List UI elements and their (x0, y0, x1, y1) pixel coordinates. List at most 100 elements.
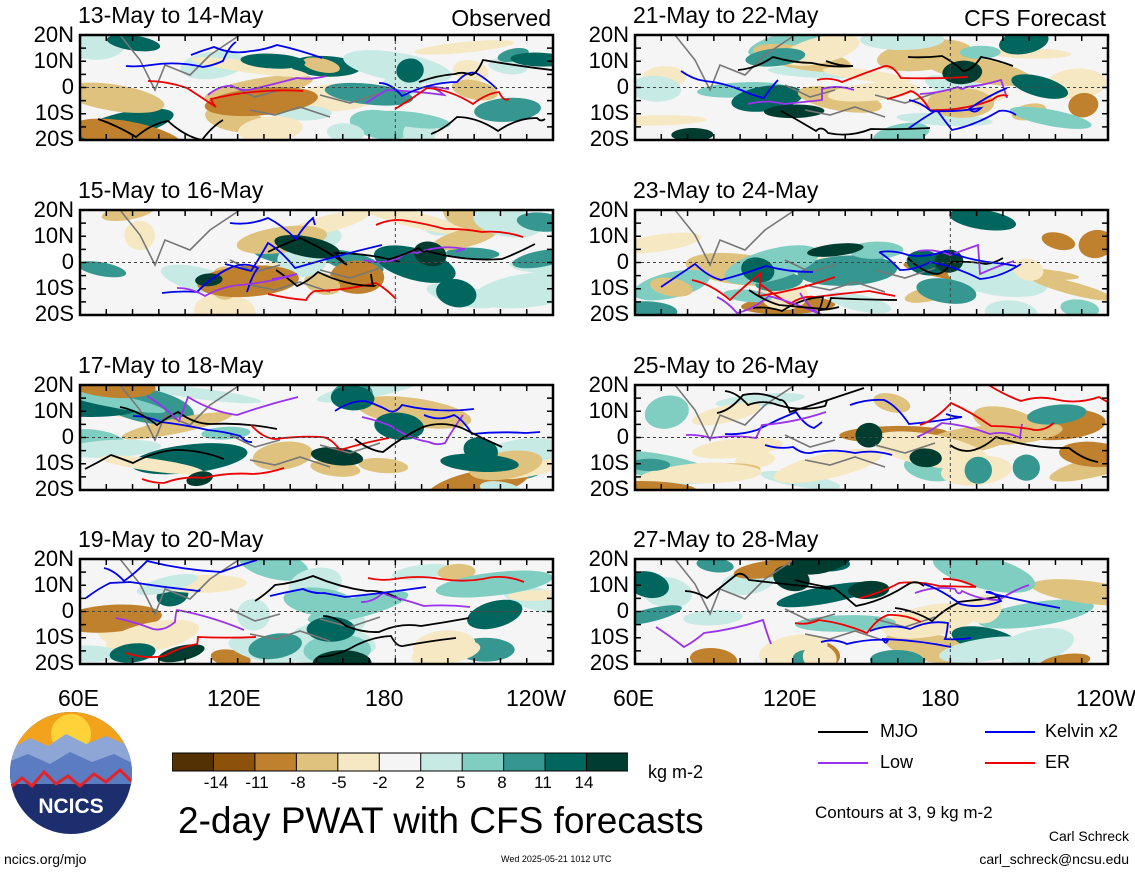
pwat-anomaly-blob (807, 243, 864, 257)
contour-line (267, 237, 401, 266)
contour-line (224, 241, 383, 273)
coastline (119, 385, 381, 468)
pwat-anomaly-blob (826, 292, 892, 314)
colorbar-swatch (337, 752, 381, 772)
pwat-anomaly-blob (136, 573, 198, 596)
contour-line (747, 86, 855, 105)
pwat-map (78, 557, 555, 666)
contour-line (361, 414, 464, 446)
pwat-anomaly-blob (121, 412, 232, 440)
contour-line (119, 406, 278, 430)
contour-line (115, 609, 245, 631)
contour-line (125, 41, 237, 68)
contour-line (859, 578, 977, 599)
pwat-anomaly-blob (324, 82, 414, 106)
pwat-anomaly-blob (964, 456, 993, 484)
pwat-anomaly-blob (80, 35, 127, 60)
y-tick-label: 20S (589, 126, 629, 151)
pwat-anomaly-blob (186, 471, 213, 487)
colorbar-label: 14 (574, 773, 594, 792)
panel-source-tag: Observed (451, 5, 551, 31)
pwat-anomaly-blob (635, 232, 702, 254)
colorbar-label: -11 (245, 773, 269, 792)
pwat-anomaly-blob (1060, 299, 1100, 315)
x-tick-label: 180 (921, 685, 960, 711)
pwat-anomaly-blob (764, 104, 825, 119)
pwat-anomaly-blob (463, 437, 499, 464)
y-tick-label: 0 (616, 74, 629, 99)
colorbar-label: 11 (534, 773, 552, 792)
panel-period-title: 13-May to 14-May (78, 2, 264, 28)
contour-line (386, 243, 536, 261)
panel-period-title: 23-May to 24-May (633, 177, 819, 203)
contour-line (794, 579, 925, 607)
pwat-anomaly-blob (238, 559, 309, 581)
pwat-anomaly-blob (411, 639, 481, 664)
legend-low-label: Low (880, 752, 914, 772)
pwat-anomaly-blob (635, 301, 678, 315)
y-tick-label: 10N (33, 48, 74, 73)
x-tick-label: 180 (365, 685, 404, 711)
colorbar-label: -5 (331, 773, 347, 792)
contour-line (147, 80, 304, 108)
legend-kelvin-label: Kelvin x2 (1045, 721, 1119, 741)
y-tick-label: 10S (589, 450, 629, 475)
pwat-anomaly-blob (1030, 275, 1108, 301)
panel-source-tag: CFS Forecast (964, 5, 1106, 31)
y-tick-label: 10N (33, 223, 74, 248)
pwat-anomaly-blob (859, 35, 945, 51)
y-tick-label: 20N (33, 22, 74, 47)
contour-line (141, 467, 285, 484)
pwat-anomaly-blob (1012, 454, 1040, 481)
pwat-anomaly-blob (1031, 579, 1108, 606)
contour-line (190, 44, 323, 59)
contour-line (724, 410, 823, 436)
colorbar-label: 2 (415, 773, 425, 792)
pwat-map (78, 383, 555, 492)
pwat-anomaly-blob (916, 278, 977, 304)
contour-line (879, 250, 1017, 267)
pwat-anomaly-blob (649, 277, 693, 297)
y-tick-label: 20S (34, 301, 74, 326)
pwat-anomaly-blob (635, 458, 671, 472)
pwat-anomaly-blob (1027, 404, 1087, 425)
pwat-anomaly-blob (80, 645, 124, 662)
ncics-logo: NCICS (10, 712, 132, 834)
contour-line (176, 273, 298, 298)
contour-line (684, 572, 832, 600)
y-tick-label: 20S (34, 126, 74, 151)
x-tick-label: 120W (506, 685, 567, 711)
y-tick-label: 10S (589, 624, 629, 649)
pwat-anomaly-blob (855, 422, 883, 448)
x-tick-label: 120W (1076, 685, 1135, 711)
contour-line (916, 422, 1023, 440)
contour-line (363, 246, 466, 263)
y-tick-label: 20N (588, 22, 629, 47)
contour-line (275, 269, 378, 288)
pwat-anomaly-blob (248, 633, 302, 660)
x-tick-label: 60E (613, 685, 654, 711)
colorbar-swatch (586, 752, 628, 772)
y-tick-label: 0 (616, 249, 629, 274)
pwat-anomaly-blob (326, 123, 365, 140)
footer-url: ncics.org/mjo (4, 851, 87, 867)
contour-line (360, 591, 471, 608)
contour-line (97, 118, 224, 140)
pwat-anomaly-blob (691, 402, 761, 426)
pwat-anomaly-blob (984, 300, 1038, 315)
legend-low-line (818, 762, 868, 764)
x-tick-label: 120E (763, 685, 817, 711)
pwat-map (78, 208, 555, 317)
colorbar-swatch (544, 752, 588, 772)
y-tick-label: 10S (589, 275, 629, 300)
contour-line (394, 87, 510, 110)
contour-line (430, 116, 546, 135)
contour-line (367, 575, 525, 583)
contour-line (269, 586, 427, 598)
pwat-anomaly-blob (330, 385, 375, 411)
pwat-map (78, 33, 555, 142)
pwat-anomaly-blob (822, 67, 911, 84)
y-tick-label: 10S (589, 100, 629, 125)
pwat-anomaly-blob (741, 257, 775, 283)
contour-line (908, 87, 1008, 113)
